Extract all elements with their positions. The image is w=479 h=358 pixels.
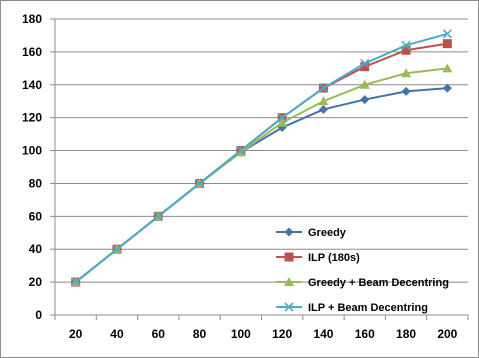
axes bbox=[50, 18, 469, 320]
y-tick-label: 120 bbox=[22, 111, 42, 125]
data-point bbox=[401, 68, 412, 78]
data-point bbox=[442, 29, 452, 39]
data-point bbox=[359, 79, 370, 89]
data-point bbox=[318, 96, 329, 106]
data-point bbox=[318, 104, 328, 114]
data-point bbox=[360, 95, 370, 105]
series-line bbox=[75, 67, 448, 283]
series-line bbox=[75, 32, 448, 283]
data-point bbox=[236, 145, 246, 156]
y-tick-label: 20 bbox=[29, 275, 43, 289]
series-greedy-beam-decentring bbox=[70, 63, 453, 287]
legend-label: Greedy bbox=[308, 227, 347, 239]
data-point bbox=[360, 58, 370, 68]
x-tick-label: 20 bbox=[69, 327, 83, 341]
legend-item: ILP + Beam Decentring bbox=[276, 302, 428, 314]
data-point bbox=[442, 83, 452, 93]
y-tick-label: 160 bbox=[22, 45, 42, 59]
legend-swatch-marker bbox=[284, 227, 294, 237]
legend-label: ILP (180s) bbox=[308, 252, 360, 264]
data-point bbox=[153, 211, 163, 221]
legend-item: Greedy bbox=[276, 227, 347, 239]
data-point bbox=[401, 45, 411, 55]
data-point bbox=[318, 83, 329, 93]
series-ilp-beam-decentring bbox=[71, 29, 452, 287]
data-point bbox=[71, 277, 81, 287]
y-axis-tick-labels: 0 20 40 60 80 100 120 140 160 180 bbox=[22, 12, 42, 322]
x-tick-label: 60 bbox=[152, 327, 166, 341]
gridlines bbox=[55, 18, 468, 283]
x-tick-label: 140 bbox=[313, 327, 333, 341]
series-greedy bbox=[71, 83, 452, 287]
y-tick-label: 100 bbox=[22, 144, 42, 158]
data-point bbox=[401, 40, 411, 50]
legend-swatch-marker bbox=[284, 252, 294, 262]
data-point bbox=[360, 62, 370, 72]
legend-label: Greedy + Beam Decentring bbox=[308, 277, 449, 289]
y-tick-label: 0 bbox=[35, 308, 42, 322]
legend-swatch-marker bbox=[284, 277, 294, 286]
y-tick-label: 140 bbox=[22, 78, 42, 92]
legend-item: Greedy + Beam Decentring bbox=[276, 277, 449, 289]
data-point bbox=[194, 178, 205, 189]
y-tick-label: 80 bbox=[29, 176, 43, 190]
x-tick-label: 40 bbox=[110, 327, 124, 341]
x-tick-label: 200 bbox=[437, 327, 457, 341]
data-point bbox=[277, 113, 287, 123]
data-point bbox=[277, 117, 288, 127]
x-tick-label: 80 bbox=[193, 327, 207, 341]
legend-label: ILP + Beam Decentring bbox=[308, 302, 428, 314]
x-tick-label: 100 bbox=[231, 327, 251, 341]
legend: Greedy ILP (180s) Greedy + Beam Decentring… bbox=[276, 227, 449, 314]
data-point bbox=[442, 63, 453, 73]
data-point bbox=[442, 39, 452, 49]
x-tick-label: 120 bbox=[272, 327, 292, 341]
legend-item: ILP (180s) bbox=[276, 252, 360, 264]
x-tick-label: 180 bbox=[396, 327, 416, 341]
y-tick-label: 40 bbox=[29, 242, 43, 256]
series-line bbox=[75, 42, 448, 283]
x-axis-tick-labels: 20 40 60 80 100 120 140 160 180 200 bbox=[69, 327, 458, 341]
y-tick-label: 60 bbox=[29, 209, 43, 223]
y-tick-label: 180 bbox=[22, 12, 42, 26]
x-tick-label: 160 bbox=[355, 327, 375, 341]
data-point bbox=[112, 244, 122, 254]
legend-swatch-marker bbox=[284, 302, 294, 312]
data-point bbox=[401, 86, 411, 96]
plot-series bbox=[70, 29, 453, 287]
